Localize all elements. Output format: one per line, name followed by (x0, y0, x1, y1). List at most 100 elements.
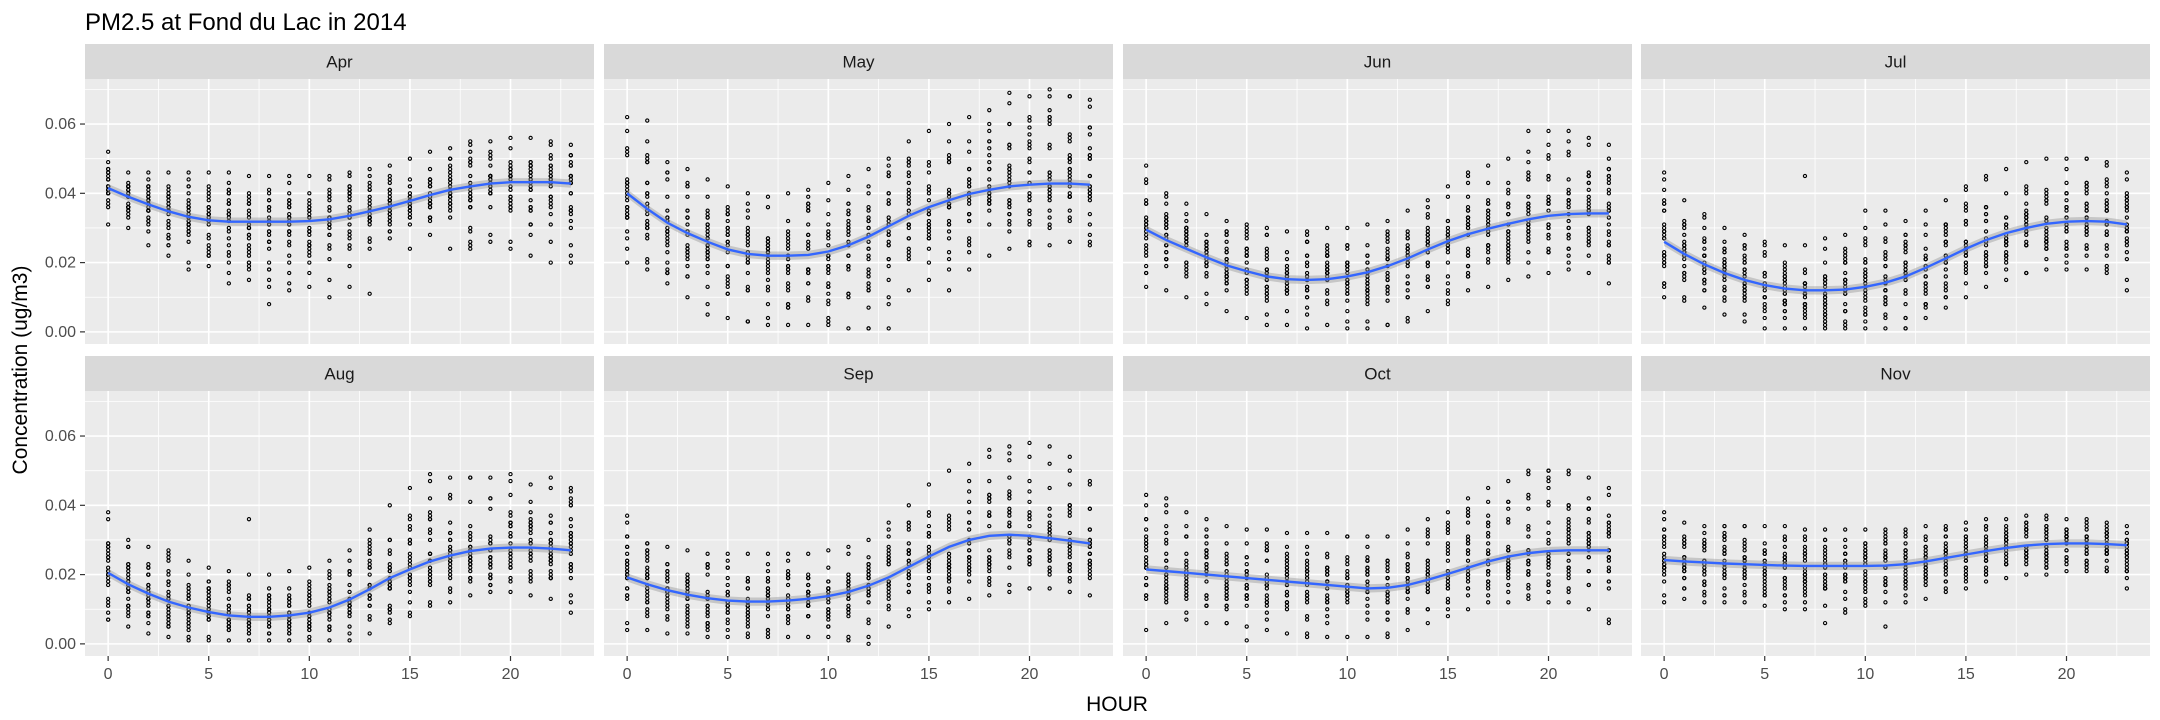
data-point (946, 236, 952, 241)
data-point (387, 187, 392, 193)
data-point (705, 243, 710, 248)
data-point (926, 198, 932, 203)
data-point (1365, 243, 1370, 248)
data-point (1204, 270, 1209, 276)
data-point (387, 163, 392, 168)
data-point (1325, 288, 1330, 293)
data-point (745, 288, 751, 293)
y-tick-label: 0.00 (45, 636, 76, 653)
data-point (1047, 108, 1052, 113)
points-may (624, 87, 1093, 331)
data-point (568, 243, 574, 248)
data-point (665, 225, 670, 231)
data-point (568, 260, 574, 265)
data-point (725, 208, 730, 213)
data-point (846, 291, 851, 296)
data-point (1027, 125, 1032, 130)
data-point (327, 277, 332, 283)
data-point (1365, 281, 1370, 286)
data-point (407, 246, 413, 251)
data-point (307, 284, 312, 289)
data-point (1224, 250, 1229, 255)
strip-label-apr: Apr (326, 53, 353, 72)
data-point (826, 319, 831, 324)
data-point (1284, 256, 1290, 262)
data-point (866, 239, 871, 244)
x-tick-label: 10 (300, 666, 318, 683)
data-point (367, 173, 372, 179)
data-point (568, 173, 574, 179)
data-point (528, 232, 533, 238)
data-point (1027, 118, 1032, 123)
data-point (266, 173, 272, 179)
data-point (447, 156, 453, 161)
data-point (447, 170, 453, 175)
data-point (967, 243, 972, 248)
data-point (685, 166, 690, 172)
data-point (206, 170, 211, 175)
data-point (468, 149, 473, 154)
data-point (906, 225, 911, 231)
data-point (725, 239, 730, 244)
data-point (1304, 305, 1310, 310)
data-point (946, 205, 952, 210)
data-point (226, 187, 232, 193)
data-point (1067, 135, 1072, 141)
data-point (665, 159, 670, 165)
data-point (1224, 277, 1229, 283)
data-point (705, 177, 710, 182)
smooth-line-may (626, 182, 1090, 257)
data-point (186, 205, 191, 210)
data-point (226, 236, 232, 241)
data-point (266, 208, 272, 213)
data-point (987, 128, 992, 134)
data-point (785, 305, 791, 310)
data-point (987, 153, 992, 158)
data-point (866, 253, 871, 258)
data-point (645, 180, 650, 186)
data-point (1027, 208, 1032, 213)
data-point (548, 222, 553, 227)
data-point (447, 177, 453, 182)
data-point (826, 256, 831, 262)
data-point (1047, 94, 1052, 99)
x-tick-label: 15 (920, 666, 938, 683)
data-point (488, 177, 493, 182)
data-point (287, 288, 292, 293)
data-point (1304, 229, 1310, 234)
data-point (1047, 177, 1052, 182)
data-point (246, 246, 252, 251)
data-point (327, 295, 332, 300)
data-point (186, 229, 191, 234)
data-point (1027, 156, 1032, 161)
data-point (1385, 218, 1390, 224)
data-point (906, 159, 911, 165)
data-point (307, 243, 312, 248)
data-point (246, 253, 252, 258)
data-point (287, 180, 292, 186)
data-point (725, 274, 730, 279)
data-point (1143, 177, 1149, 182)
data-point (266, 302, 272, 307)
data-point (568, 208, 574, 213)
data-point (287, 270, 292, 276)
data-point (307, 191, 312, 196)
data-point (1047, 170, 1052, 175)
data-point (427, 218, 433, 224)
data-point (508, 166, 513, 172)
data-point (327, 256, 332, 262)
data-point (1164, 263, 1169, 269)
data-point (206, 211, 211, 217)
data-point (1164, 243, 1169, 248)
data-point (866, 184, 871, 189)
data-point (105, 149, 111, 154)
data-point (508, 146, 513, 151)
strip-label-jul: Jul (1885, 53, 1907, 72)
data-point (1224, 256, 1229, 262)
data-point (266, 198, 272, 203)
panel-background (604, 79, 1113, 344)
data-point (785, 218, 791, 224)
data-point (387, 180, 392, 186)
data-point (926, 163, 932, 168)
data-point (1264, 225, 1270, 231)
